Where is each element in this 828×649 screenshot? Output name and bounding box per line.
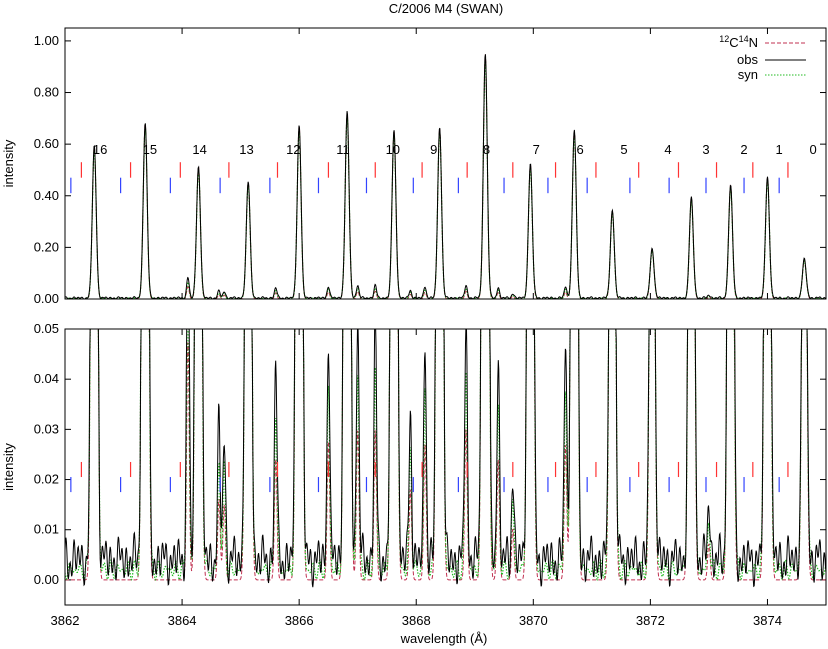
plot-frame (64, 27, 827, 300)
x-tick-label: 3870 (519, 613, 548, 628)
series-line (65, 58, 826, 299)
series-line (65, 329, 826, 588)
line-number-label: 15 (143, 142, 157, 157)
line-number-label: 1 (776, 142, 783, 157)
line-number-label: 10 (386, 142, 400, 157)
plot-frame (64, 328, 827, 606)
line-number-label: 3 (702, 142, 709, 157)
chart-title: C/2006 M4 (SWAN) (389, 1, 503, 16)
y-tick-label: 0.01 (34, 522, 59, 537)
line-number-label: 8 (483, 142, 490, 157)
series-line (65, 54, 826, 299)
x-tick-label: 3868 (402, 613, 431, 628)
line-number-label: 7 (533, 142, 540, 157)
legend-label: obs (737, 52, 758, 67)
y-tick-label: 0.20 (34, 239, 59, 254)
x-tick-label: 3874 (753, 613, 782, 628)
y-tick-label: 0.40 (34, 188, 59, 203)
y-tick-label: 0.60 (34, 136, 59, 151)
line-number-label: 11 (336, 142, 350, 157)
y-tick-label: 1.00 (34, 33, 59, 48)
line-number-label: 4 (664, 142, 671, 157)
line-number-label: 13 (239, 142, 253, 157)
line-number-label: 5 (620, 142, 627, 157)
line-number-label: 12 (286, 142, 300, 157)
legend-label: 12C14N (719, 34, 758, 50)
x-tick-label: 3866 (285, 613, 314, 628)
y-tick-label: 0.03 (34, 421, 59, 436)
y-tick-label: 0.05 (34, 321, 59, 336)
line-number-label: 0 (810, 142, 817, 157)
x-tick-label: 3864 (168, 613, 197, 628)
y-tick-label: 0.00 (34, 572, 59, 587)
series-line (65, 329, 826, 582)
line-number-label: 9 (430, 142, 437, 157)
y-axis-label: intensity (1, 443, 16, 491)
y-tick-label: 0.02 (34, 472, 59, 487)
series-line (65, 54, 826, 299)
legend-label: syn (738, 67, 758, 82)
x-tick-label: 3862 (51, 613, 80, 628)
line-number-label: 14 (192, 142, 206, 157)
y-tick-label: 0.00 (34, 291, 59, 306)
line-number-label: 6 (577, 142, 584, 157)
x-axis-label: wavelength (Å) (400, 631, 488, 646)
line-number-label: 16 (93, 142, 107, 157)
lower-panel: 0.00 0.01 0.02 0.03 0.04 0.05 3862 3864 3866 3868… (1, 321, 827, 628)
line-number-label: 2 (740, 142, 747, 157)
y-tick-label: 0.80 (34, 85, 59, 100)
x-tick-label: 3872 (636, 613, 665, 628)
y-axis-label: intensity (1, 139, 16, 187)
y-tick-label: 0.04 (34, 371, 59, 386)
